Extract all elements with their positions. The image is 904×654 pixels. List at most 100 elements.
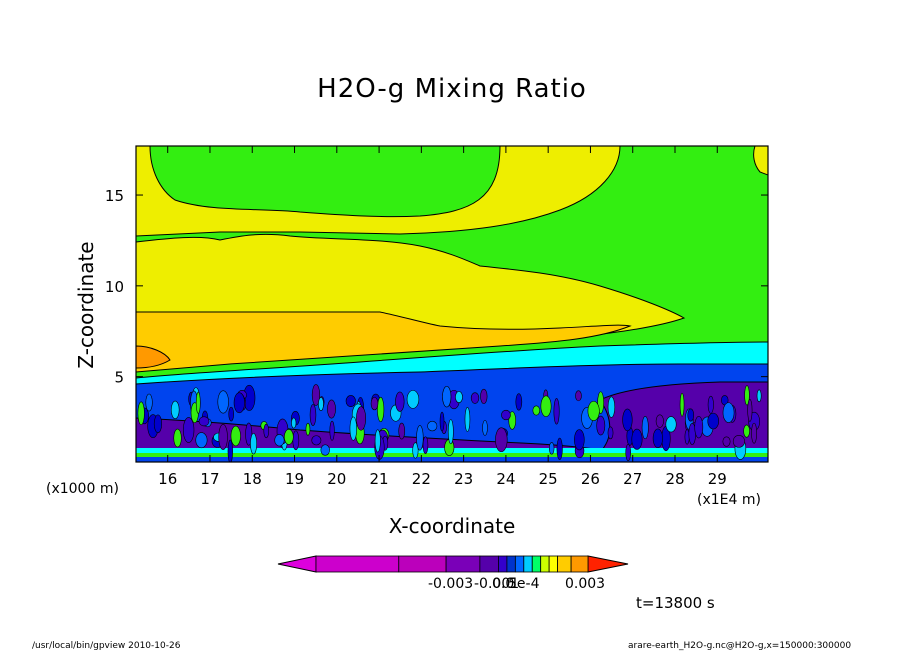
cell (652, 428, 663, 448)
cell (480, 388, 488, 404)
cell (311, 435, 322, 446)
band-orange (136, 311, 632, 373)
cell (532, 405, 541, 416)
cell (412, 442, 419, 459)
x-tick-label: 20 (327, 470, 346, 488)
colorbar-over-arrow (587, 555, 629, 573)
colorbar-label: 0.0 (492, 576, 515, 592)
plot-frame (135, 145, 769, 463)
colorbar-swatch (315, 555, 400, 573)
cell (195, 432, 208, 449)
cell (540, 395, 552, 417)
turbulent-cells (137, 384, 762, 462)
cell (515, 393, 523, 411)
cell (756, 389, 762, 403)
cell (263, 423, 270, 439)
cell (439, 411, 445, 432)
x-unit-note: (x1000 m) (46, 481, 119, 497)
colorbar-under-arrow (277, 555, 317, 573)
cell (722, 402, 735, 423)
x-tick-label: 18 (243, 470, 262, 488)
colorbar-swatch (445, 555, 481, 573)
cell (230, 425, 241, 447)
cell (370, 397, 379, 411)
cell (556, 437, 563, 460)
cell (501, 409, 511, 421)
cell (455, 391, 463, 403)
footer-right: arare-earth_H2O-g.nc@H2O-g,x=150000:3000… (628, 641, 852, 651)
cell (665, 416, 677, 433)
cell (587, 400, 600, 422)
x-tick-label: 26 (581, 470, 600, 488)
cell (153, 414, 163, 434)
cell (622, 408, 633, 432)
cell (274, 434, 285, 447)
x-tick-label: 22 (412, 470, 431, 488)
colorbar-label: -0.003 (428, 576, 474, 592)
cell (291, 417, 297, 429)
time-label: t=13800 s (636, 594, 715, 612)
colorbar-swatch (506, 555, 516, 573)
cell (398, 422, 406, 440)
cell (137, 401, 145, 426)
cell (553, 398, 560, 425)
x-tick-label: 28 (665, 470, 684, 488)
colorbar (277, 555, 629, 573)
cell (233, 392, 245, 414)
cell (217, 390, 229, 414)
colorbar-swatch (557, 555, 572, 573)
cell (482, 420, 488, 436)
cell (732, 434, 745, 448)
cell (377, 396, 385, 423)
cell (182, 417, 195, 443)
cell (327, 399, 336, 419)
colorbar-swatch (531, 555, 542, 573)
cell (283, 429, 294, 445)
cell (309, 404, 317, 426)
cell (250, 433, 258, 455)
x-axis-label: X-coordinate (388, 514, 516, 538)
x-tick-label: 21 (370, 470, 389, 488)
cell (464, 407, 471, 432)
cell (707, 395, 714, 414)
cell (406, 390, 420, 409)
cell (395, 391, 405, 412)
band-dark-orange (136, 345, 171, 369)
cell (374, 429, 381, 453)
cell (722, 436, 731, 447)
axes: 16 17 18 19 20 21 22 23 24 25 26 27 28 29 5 10 15 (105, 146, 768, 488)
patch-yellow-right (753, 146, 768, 176)
contour-field (136, 146, 768, 462)
y-tick-label: 15 (105, 187, 124, 205)
colorbar-swatch (570, 555, 589, 573)
x-tick-label: 29 (708, 470, 727, 488)
cell (292, 430, 300, 451)
colorbar-swatch (514, 555, 525, 573)
cell (311, 384, 321, 406)
cell (743, 424, 750, 438)
y-tick-label: 5 (114, 369, 124, 387)
x-tick-label: 19 (285, 470, 304, 488)
cell (655, 414, 664, 428)
cell (607, 426, 614, 440)
x-tick-label: 24 (496, 470, 515, 488)
cell (607, 396, 616, 418)
y-tick-label: 10 (105, 278, 124, 296)
x-tick-label: 23 (454, 470, 473, 488)
cell (349, 416, 357, 441)
cell (416, 425, 424, 451)
colorbar-swatch (540, 555, 550, 573)
y-axis-label: Z-coordinate (74, 241, 98, 369)
cell (470, 392, 480, 404)
x-tick-label: 17 (200, 470, 219, 488)
cell (641, 415, 649, 440)
strip-blue (136, 457, 768, 462)
cell (228, 406, 234, 422)
x-tick-label: 25 (539, 470, 558, 488)
cell (173, 428, 182, 448)
cell (145, 393, 153, 412)
cell (707, 412, 719, 430)
cell (195, 391, 201, 414)
cell (625, 443, 631, 462)
